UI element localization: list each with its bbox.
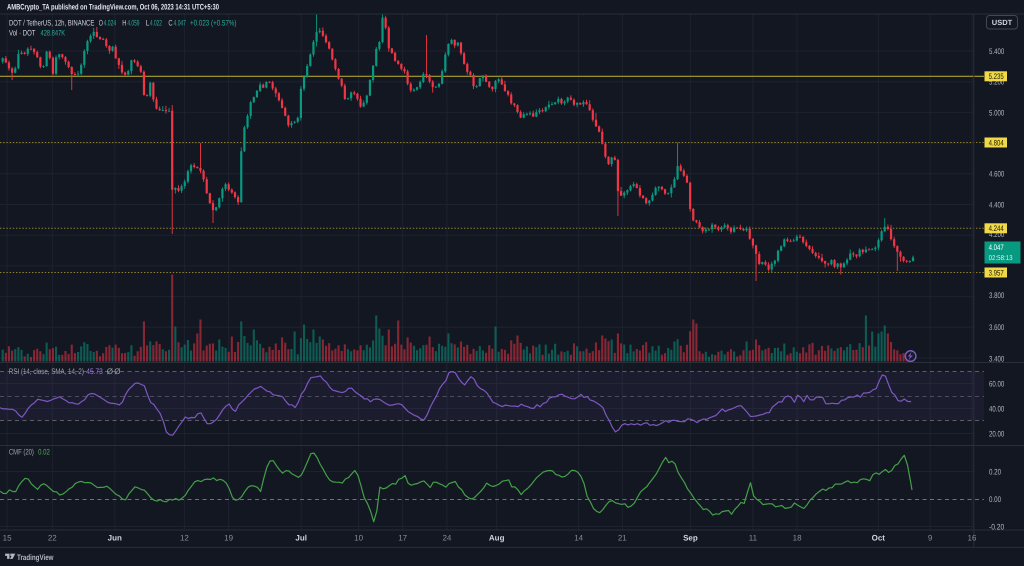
svg-text:RSI (14, close, SMA, 14, 2): RSI (14, close, SMA, 14, 2) bbox=[9, 367, 84, 376]
svg-text:40.00: 40.00 bbox=[989, 404, 1005, 413]
svg-text:45.73: 45.73 bbox=[86, 367, 103, 376]
svg-text:Ø: Ø bbox=[114, 367, 120, 376]
svg-text:H: H bbox=[122, 18, 126, 27]
svg-text:5.200: 5.200 bbox=[989, 78, 1005, 87]
svg-text:TradingView: TradingView bbox=[17, 553, 54, 562]
svg-text:11: 11 bbox=[749, 534, 758, 543]
svg-text:CMF (20): CMF (20) bbox=[9, 447, 34, 456]
svg-text:17: 17 bbox=[398, 534, 407, 543]
svg-text:18: 18 bbox=[793, 534, 802, 543]
svg-text:0.00: 0.00 bbox=[989, 495, 1001, 504]
svg-text:19: 19 bbox=[224, 534, 233, 543]
svg-text:O: O bbox=[99, 18, 103, 27]
svg-text:3.600: 3.600 bbox=[989, 323, 1005, 332]
svg-text:60.00: 60.00 bbox=[989, 379, 1005, 388]
svg-text:C: C bbox=[168, 18, 172, 27]
svg-text:5.235: 5.235 bbox=[989, 72, 1005, 81]
svg-text:L: L bbox=[146, 18, 150, 27]
svg-text:22: 22 bbox=[48, 534, 57, 543]
svg-text:0.02: 0.02 bbox=[38, 447, 50, 456]
svg-text:4.804: 4.804 bbox=[989, 138, 1005, 147]
svg-text:Jun: Jun bbox=[108, 534, 122, 543]
svg-text:24: 24 bbox=[442, 534, 451, 543]
svg-text:Ø: Ø bbox=[107, 367, 113, 376]
svg-text:4.244: 4.244 bbox=[989, 224, 1005, 233]
svg-text:AMBCrypto_TA published on Trad: AMBCrypto_TA published on TradingView.co… bbox=[7, 3, 219, 12]
svg-text:4.400: 4.400 bbox=[989, 200, 1005, 209]
svg-text:4.600: 4.600 bbox=[989, 170, 1005, 179]
svg-text:3.800: 3.800 bbox=[989, 291, 1005, 300]
svg-text:+0.023 (+0.57%): +0.023 (+0.57%) bbox=[190, 18, 237, 27]
svg-text:4.022: 4.022 bbox=[150, 18, 162, 27]
svg-text:-0.20: -0.20 bbox=[989, 522, 1005, 531]
svg-text:Aug: Aug bbox=[489, 534, 505, 543]
svg-text:5.000: 5.000 bbox=[989, 108, 1005, 117]
svg-text:15: 15 bbox=[3, 534, 12, 543]
svg-text:5.400: 5.400 bbox=[989, 47, 1005, 56]
svg-text:14: 14 bbox=[574, 534, 583, 543]
svg-text:DOT / TetherUS, 12h, BINANCE: DOT / TetherUS, 12h, BINANCE bbox=[9, 18, 94, 27]
svg-text:428.847K: 428.847K bbox=[41, 28, 66, 37]
svg-text:4.047: 4.047 bbox=[989, 243, 1005, 252]
svg-text:9: 9 bbox=[928, 534, 933, 543]
svg-text:21: 21 bbox=[618, 534, 627, 543]
svg-text:16: 16 bbox=[968, 534, 977, 543]
svg-text:02:58:13: 02:58:13 bbox=[989, 255, 1013, 262]
svg-text:USDT: USDT bbox=[992, 18, 1013, 27]
svg-text:10: 10 bbox=[354, 534, 363, 543]
svg-text:Oct: Oct bbox=[872, 534, 886, 543]
svg-text:3.400: 3.400 bbox=[989, 355, 1005, 364]
svg-text:3.957: 3.957 bbox=[989, 268, 1005, 277]
svg-text:12: 12 bbox=[180, 534, 189, 543]
svg-text:0.20: 0.20 bbox=[989, 467, 1001, 476]
svg-text:Sep: Sep bbox=[683, 534, 698, 543]
svg-text:4.024: 4.024 bbox=[104, 18, 117, 27]
svg-text:Vol · DOT: Vol · DOT bbox=[9, 28, 36, 37]
svg-text:4.059: 4.059 bbox=[127, 18, 139, 27]
svg-text:4.200: 4.200 bbox=[989, 230, 1005, 239]
svg-text:20.00: 20.00 bbox=[989, 429, 1005, 438]
svg-text:Jul: Jul bbox=[295, 534, 307, 543]
svg-text:4.047: 4.047 bbox=[174, 18, 187, 27]
